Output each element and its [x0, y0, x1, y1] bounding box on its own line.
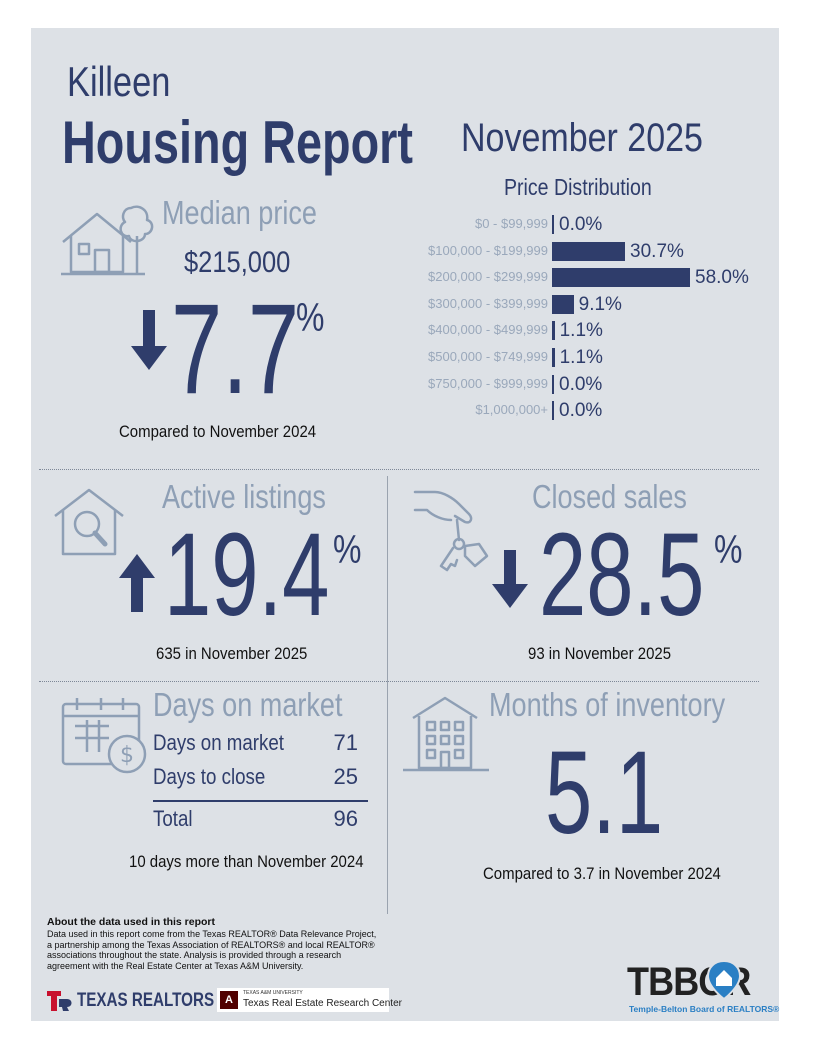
city-name: Killeen	[67, 58, 171, 105]
hand-keys-icon	[413, 486, 493, 576]
price-distribution-value: 1.1%	[559, 320, 603, 342]
price-distribution-row: $750,000 - $999,999 0.0%	[423, 374, 763, 396]
price-distribution-bar	[552, 294, 574, 314]
active-listings-caption: 635 in November 2025	[156, 644, 308, 663]
price-range-label: $400,000 - $499,999	[428, 322, 548, 338]
house-search-icon	[51, 486, 127, 558]
price-distribution-bar	[552, 241, 626, 261]
price-distribution-value: 0.0%	[559, 373, 603, 395]
months-inventory-caption: Compared to 3.7 in November 2024	[483, 864, 721, 883]
price-distribution-value: 1.1%	[559, 347, 603, 368]
price-distribution-title: Price Distribution	[504, 174, 652, 200]
price-distribution-row: $400,000 - $499,999 1.1%	[423, 320, 763, 342]
price-distribution-row: $200,000 - $299,999 58.0%	[423, 267, 763, 289]
median-price-title: Median price	[162, 194, 317, 231]
price-distribution-value: 30.7%	[630, 240, 684, 262]
price-range-label: $1,000,000+	[475, 402, 548, 418]
apartment-building-icon	[401, 694, 491, 774]
price-distribution-bar	[552, 401, 554, 421]
price-distribution-value: 58.0%	[695, 267, 749, 289]
price-distribution-value: 0.0%	[559, 400, 603, 422]
texas-realtors-text: TEXAS REALTORS	[77, 990, 215, 1011]
texas-realtors-mark-icon	[47, 991, 72, 1011]
price-distribution-row: $0 - $99,999 0.0%	[423, 214, 763, 236]
price-distribution-value: 0.0%	[559, 214, 603, 235]
price-range-label: $300,000 - $399,999	[428, 295, 548, 311]
dom-row-value: 71	[333, 730, 358, 755]
days-on-market-title: Days on market	[153, 686, 343, 723]
price-distribution-row: $1,000,000+ 0.0%	[423, 400, 763, 422]
months-inventory-title: Months of inventory	[489, 686, 726, 723]
price-distribution-bar	[552, 215, 554, 234]
months-inventory-value: 5.1	[545, 727, 664, 859]
price-range-label: $500,000 - $749,999	[428, 349, 548, 364]
median-price-caption: Compared to November 2024	[119, 422, 317, 441]
dom-row-value: 25	[333, 764, 358, 789]
price-range-label: $100,000 - $199,999	[428, 242, 548, 258]
active-listings-percent: %	[333, 528, 362, 572]
closed-sales-caption: 93 in November 2025	[528, 644, 672, 663]
house-tree-icon	[59, 200, 157, 280]
price-distribution-row: $500,000 - $749,999 1.1%	[423, 347, 763, 369]
price-range-label: $750,000 - $999,999	[428, 375, 548, 391]
report-panel: Killeen Housing Report November 2025 Med…	[31, 28, 779, 1021]
price-distribution-bar	[552, 268, 690, 288]
closed-sales-change: 28.5	[539, 509, 705, 641]
arrow-down-icon	[131, 310, 167, 370]
report-month: November 2025	[461, 116, 703, 160]
dom-total-value: 96	[333, 806, 358, 831]
active-listings-change: 19.4	[164, 509, 330, 641]
tamu-center-text: Texas Real Estate Research Center	[243, 998, 402, 1009]
report-title: Housing Report	[62, 109, 413, 176]
price-range-label: $200,000 - $299,999	[428, 269, 548, 285]
about-heading: About the data used in this report	[47, 916, 216, 928]
price-distribution-bar	[552, 321, 555, 341]
tamu-small-text: TEXAS A&M UNIVERSITY	[243, 990, 303, 996]
median-price-percent: %	[296, 296, 325, 340]
price-distribution-row: $300,000 - $399,999 9.1%	[423, 294, 763, 316]
price-distribution-bar	[552, 348, 555, 367]
svg-text:$: $	[120, 743, 134, 768]
dom-total-label: Total	[153, 806, 193, 831]
dom-row-label: Days on market	[153, 730, 284, 755]
price-range-label: $0 - $99,999	[474, 216, 548, 231]
price-distribution-bar	[552, 374, 554, 394]
median-price-value: $215,000	[184, 246, 291, 279]
tbbor-logo: TBBOR Temple-Belton Board of REALTORS®	[627, 960, 780, 1016]
days-on-market-caption: 10 days more than November 2024	[129, 852, 364, 871]
price-distribution-value: 9.1%	[578, 293, 622, 315]
arrow-down-icon-2	[492, 550, 528, 608]
closed-sales-title: Closed sales	[532, 478, 687, 515]
divider-top	[39, 469, 759, 470]
divider-middle	[39, 681, 759, 682]
tamu-mark-icon: A	[220, 991, 238, 1009]
tamu-logo: A TEXAS A&M UNIVERSITY Texas Real Estate…	[217, 988, 402, 1012]
arrow-up-icon	[119, 554, 155, 612]
closed-sales-percent: %	[714, 528, 743, 572]
divider-vertical	[387, 476, 388, 914]
median-price-change: 7.7	[171, 278, 300, 421]
dom-row-label: Days to close	[153, 764, 266, 789]
active-listings-title: Active listings	[162, 478, 326, 515]
texas-realtors-logo: TEXAS REALTORS	[47, 990, 214, 1012]
tbbor-subtitle: Temple-Belton Board of REALTORS®	[629, 1004, 780, 1014]
calendar-dollar-icon: $	[61, 696, 153, 776]
price-distribution-row: $100,000 - $199,999 30.7%	[423, 241, 763, 263]
about-text: Data used in this report come from the T…	[47, 929, 377, 971]
map-pin-home-icon	[707, 960, 741, 1000]
dom-total-rule	[153, 800, 368, 802]
